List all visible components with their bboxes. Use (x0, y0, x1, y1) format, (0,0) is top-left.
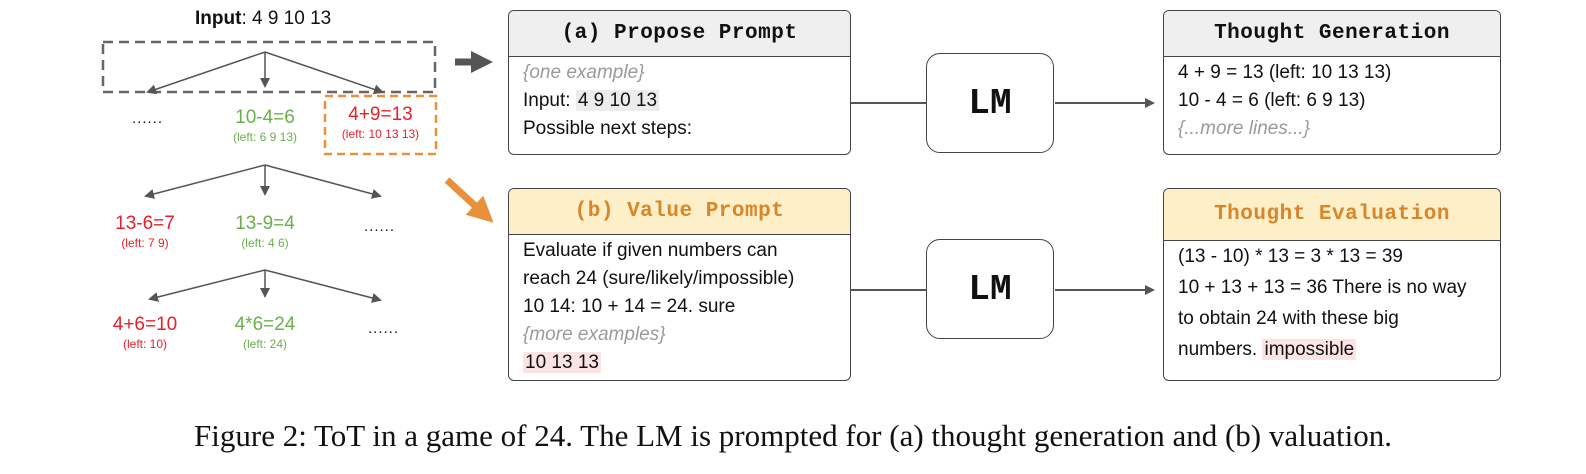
value-query-numbers: 10 13 13 (523, 352, 601, 373)
lm-box-top: LM (926, 53, 1054, 153)
value-line-more-examples: {more examples} (523, 324, 666, 345)
branch-l1-left (146, 51, 266, 95)
thought-eval-line-4: numbers. impossible (1178, 334, 1486, 365)
tree-node-l2-mid: 13-9=4 (left: 4 6) (205, 213, 325, 250)
node-equation: 10-4=6 (235, 107, 295, 128)
node-remaining: (left: 6 9 13) (232, 130, 298, 144)
input-dashed-box (101, 40, 437, 94)
arrow-to-value (444, 177, 494, 223)
value-prompt-box: (b) Value Prompt Evaluate if given numbe… (508, 188, 851, 381)
thought-evaluation-box: Thought Evaluation (13 - 10) * 13 = 3 * … (1163, 188, 1501, 381)
value-line-3: 10 14: 10 + 14 = 24. sure (523, 296, 736, 317)
figure-caption: Figure 2: ToT in a game of 24. The LM is… (194, 418, 1392, 453)
propose-prompt-box: (a) Propose Prompt {one example} Input: … (508, 10, 851, 155)
node-remaining: (left: 7 9) (121, 236, 169, 250)
tree-node-l1-mid: 10-4=6 (left: 6 9 13) (205, 107, 325, 144)
propose-input-label: Input: (523, 90, 576, 111)
thought-gen-line-more: {...more lines...} (1178, 118, 1311, 139)
thought-eval-line-3: to obtain 24 with these big (1178, 308, 1399, 329)
tree-l3-dots: ...... (368, 320, 400, 337)
tree-node-l3-left: 4+6=10 (left: 10) (85, 314, 205, 351)
thought-evaluation-title: Thought Evaluation (1164, 189, 1500, 241)
value-prompt-title: (b) Value Prompt (509, 189, 850, 235)
tree-node-l3-mid: 4*6=24 (left: 24) (205, 314, 325, 351)
propose-input-value: 4 9 10 13 (575, 90, 660, 111)
node-equation: 4+6=10 (112, 314, 178, 335)
tree-node-l2-left: 13-6=7 (left: 7 9) (85, 213, 205, 250)
tree-l2-dots: ...... (364, 218, 396, 235)
value-prompt-body: Evaluate if given numbers can reach 24 (… (509, 235, 850, 377)
thought-generation-body: 4 + 9 = 13 (left: 10 13 13) 10 - 4 = 6 (… (1164, 57, 1500, 143)
tree-node-l1-right: 4+9=13 (left: 10 13 13) (325, 104, 436, 141)
propose-prompt-body: {one example} Input: 4 9 10 13 Possible … (509, 57, 850, 143)
node-equation: 13-6=7 (115, 213, 175, 234)
thought-eval-line-2: 10 + 13 + 13 = 36 There is no way (1178, 277, 1467, 298)
node-equation: 4*6=24 (234, 314, 296, 335)
branch-l3-right (264, 269, 382, 303)
branch-l2-right (264, 164, 382, 199)
branch-l1-right (264, 51, 384, 95)
lm-box-bottom: LM (926, 239, 1054, 339)
propose-line-input: Input: 4 9 10 13 (523, 87, 836, 115)
value-line-1: Evaluate if given numbers can (523, 240, 778, 261)
branch-l2-left (144, 164, 266, 199)
thought-generation-title: Thought Generation (1164, 11, 1500, 57)
thought-eval-line-1: (13 - 10) * 13 = 3 * 13 = 39 (1178, 246, 1403, 267)
selected-node-box (323, 94, 438, 156)
thought-generation-box: Thought Generation 4 + 9 = 13 (left: 10 … (1163, 10, 1501, 155)
thought-gen-line-1: 4 + 9 = 13 (left: 10 13 13) (1178, 62, 1392, 83)
node-equation: 13-9=4 (235, 213, 295, 234)
node-equation: 4+9=13 (348, 104, 413, 125)
value-line-2: reach 24 (sure/likely/impossible) (523, 268, 795, 289)
thought-evaluation-body: (13 - 10) * 13 = 3 * 13 = 39 10 + 13 + 1… (1164, 241, 1500, 365)
node-remaining: (left: 24) (242, 337, 287, 351)
tree-l1-dots: ...... (132, 110, 164, 127)
thought-eval-verdict: impossible (1262, 339, 1357, 360)
propose-line-next-steps: Possible next steps: (523, 118, 692, 139)
tree-input-label: Input: 4 9 10 13 (195, 8, 331, 30)
branch-l3-left (148, 269, 266, 302)
input-label: Input (195, 8, 242, 29)
thought-eval-line-4-text: numbers. (1178, 339, 1263, 360)
node-remaining: (left: 10) (122, 337, 167, 351)
thought-gen-line-2: 10 - 4 = 6 (left: 6 9 13) (1178, 90, 1366, 111)
node-remaining: (left: 4 6) (241, 236, 289, 250)
propose-line-example: {one example} (523, 62, 645, 83)
node-remaining: (left: 10 13 13) (341, 127, 420, 141)
propose-prompt-title: (a) Propose Prompt (509, 11, 850, 57)
value-line-5: 10 13 13 (523, 349, 836, 377)
input-value: : 4 9 10 13 (241, 8, 332, 29)
